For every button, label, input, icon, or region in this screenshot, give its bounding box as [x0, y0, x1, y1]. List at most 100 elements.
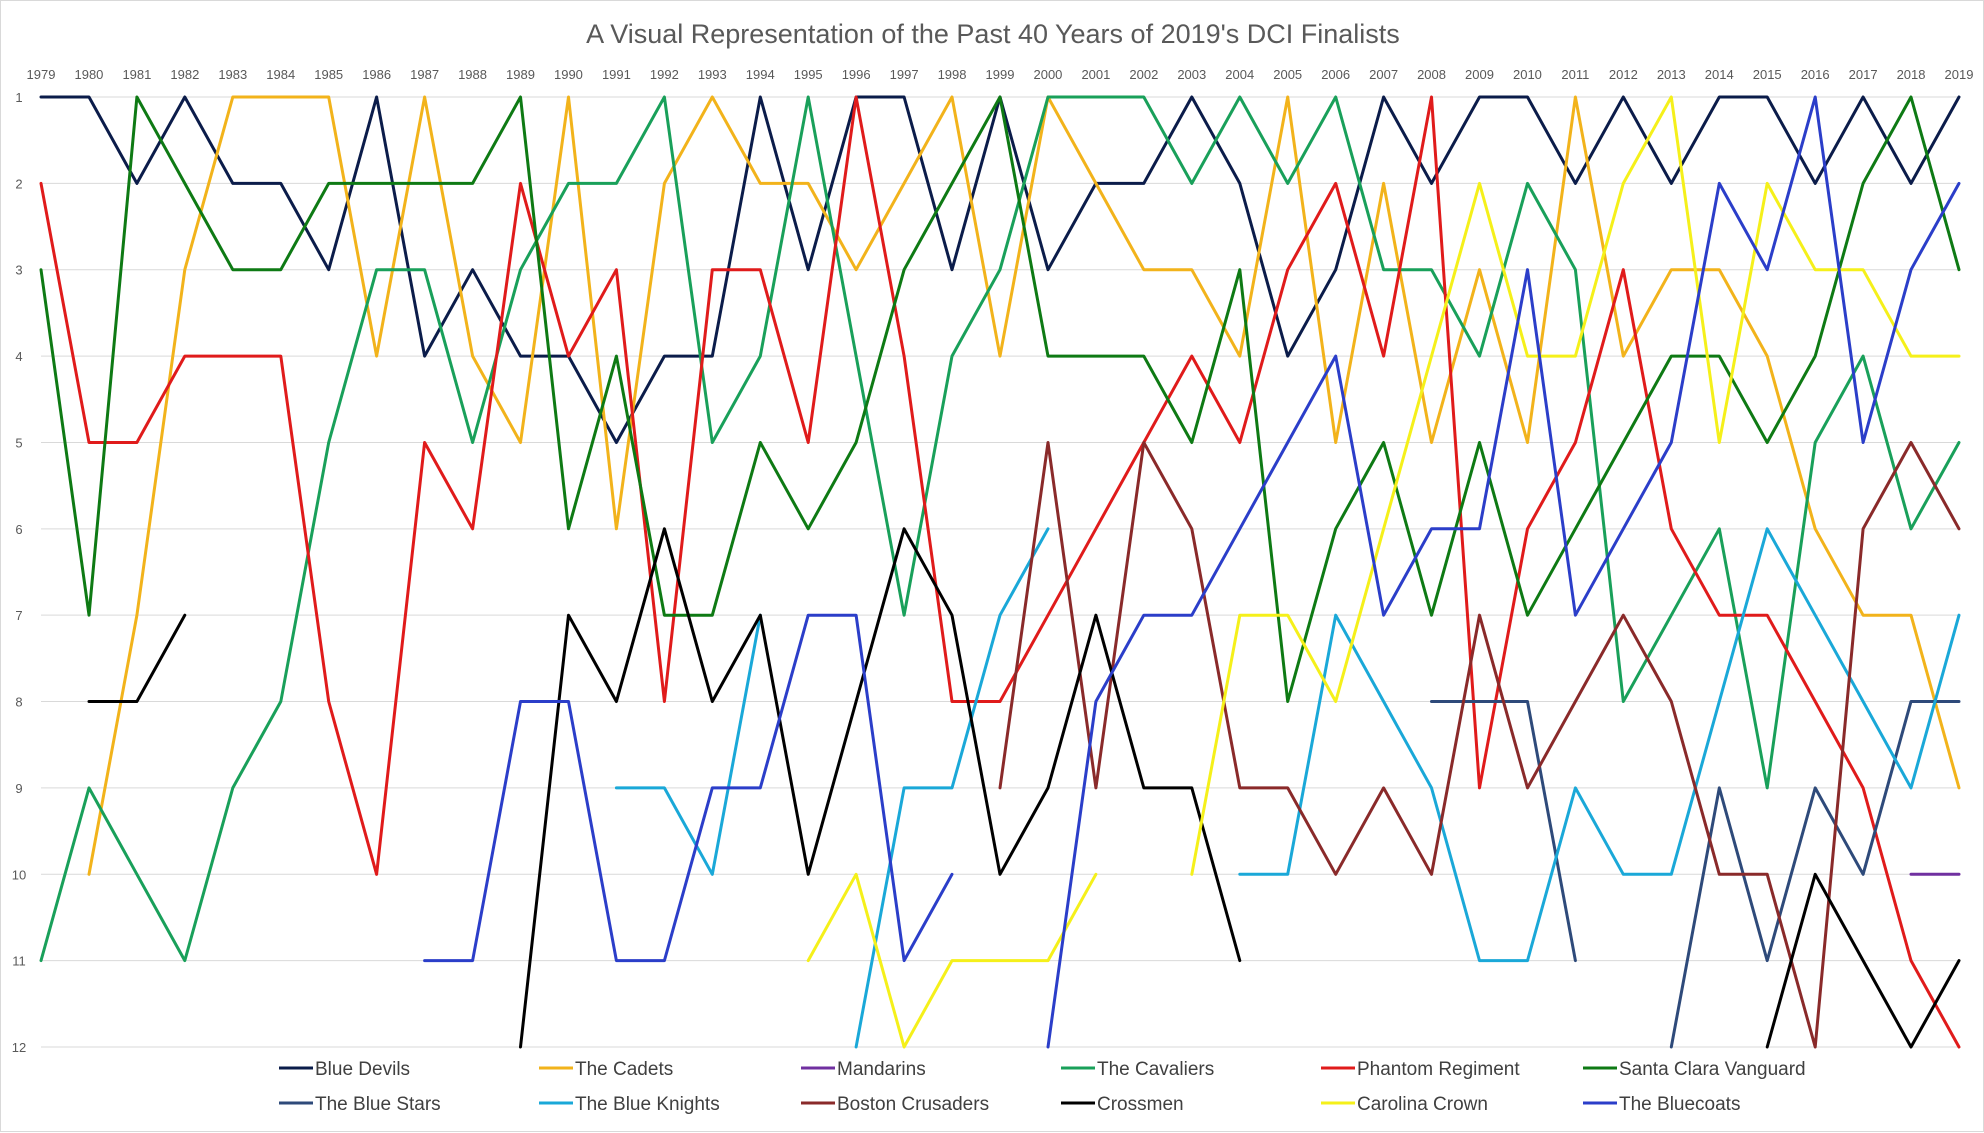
series-line-segment — [1765, 872, 1961, 1049]
x-tick-label: 1983 — [218, 67, 247, 82]
legend-label: The Blue Stars — [315, 1094, 441, 1115]
legend-item: Blue Devils — [279, 1059, 410, 1080]
series-line-segment — [806, 872, 1098, 1049]
x-tick-label: 1996 — [842, 67, 871, 82]
legend-label: The Cavaliers — [1097, 1059, 1214, 1080]
series-the-bluecoats — [423, 95, 1961, 1049]
series-the-cavaliers — [39, 95, 1961, 963]
series-line-segment — [854, 527, 1050, 1049]
x-tick-label: 2017 — [1849, 67, 1878, 82]
x-tick-label: 1984 — [266, 67, 295, 82]
series-line-segment — [1190, 95, 1961, 876]
x-tick-label: 2001 — [1081, 67, 1110, 82]
x-tick-label: 2003 — [1177, 67, 1206, 82]
y-tick-label: 4 — [15, 349, 22, 364]
y-tick-label: 2 — [15, 176, 22, 191]
x-tick-label: 1985 — [314, 67, 343, 82]
series-line-segment — [39, 95, 1961, 703]
x-tick-label: 1979 — [27, 67, 56, 82]
legend-label: Boston Crusaders — [837, 1094, 989, 1115]
y-tick-label: 1 — [15, 90, 22, 105]
x-tick-label: 2016 — [1801, 67, 1830, 82]
legend-label: Crossmen — [1097, 1094, 1184, 1115]
series-phantom-regiment — [39, 95, 1961, 1049]
chart-title: A Visual Representation of the Past 40 Y… — [586, 19, 1400, 49]
y-tick-label: 12 — [12, 1040, 26, 1055]
x-tick-label: 2004 — [1225, 67, 1254, 82]
series-line-segment — [519, 527, 1242, 1049]
x-axis-ticks: 1979 1980 1981 1982 1983 1984 1985 1986 1987 1988… — [27, 67, 1974, 82]
legend-label: Phantom Regiment — [1357, 1059, 1520, 1080]
series-the-cadets — [87, 95, 1961, 876]
series-line-segment — [1669, 700, 1961, 1049]
series-line-segment — [87, 613, 187, 703]
x-tick-label: 2002 — [1129, 67, 1158, 82]
y-tick-label: 5 — [15, 435, 22, 450]
x-tick-label: 1989 — [506, 67, 535, 82]
legend-item: Santa Clara Vanguard — [1583, 1059, 1806, 1080]
x-tick-label: 2015 — [1753, 67, 1782, 82]
legend-label: Carolina Crown — [1357, 1094, 1488, 1115]
x-tick-label: 1993 — [698, 67, 727, 82]
x-tick-label: 1994 — [746, 67, 775, 82]
x-tick-label: 1999 — [986, 67, 1015, 82]
x-tick-label: 1997 — [890, 67, 919, 82]
series-the-blue-knights — [614, 527, 1961, 1049]
x-tick-label: 2006 — [1321, 67, 1350, 82]
x-tick-label: 2011 — [1561, 67, 1589, 82]
legend-item: The Cavaliers — [1061, 1059, 1214, 1080]
series-boston-crusaders — [998, 441, 1961, 1049]
x-tick-label: 1991 — [602, 67, 631, 82]
series-crossmen — [87, 527, 1961, 1049]
x-tick-label: 1981 — [122, 67, 151, 82]
legend-item: The Cadets — [539, 1059, 673, 1080]
legend-item: Phantom Regiment — [1321, 1059, 1520, 1080]
x-tick-label: 2008 — [1417, 67, 1446, 82]
x-tick-label: 1986 — [362, 67, 391, 82]
legend-label: Santa Clara Vanguard — [1619, 1059, 1806, 1080]
legend-item: Crossmen — [1061, 1094, 1184, 1115]
x-tick-label: 1988 — [458, 67, 487, 82]
series-line-segment — [1046, 95, 1961, 1049]
x-tick-label: 2019 — [1945, 67, 1974, 82]
y-tick-label: 8 — [15, 695, 22, 710]
x-tick-label: 2007 — [1369, 67, 1398, 82]
x-tick-label: 1998 — [938, 67, 967, 82]
series-carolina-crown — [806, 95, 1961, 1049]
x-tick-label: 1982 — [170, 67, 199, 82]
series-santa-clara-vanguard — [39, 95, 1961, 703]
series-line-segment — [614, 613, 762, 876]
legend-label: Blue Devils — [315, 1059, 410, 1080]
legend-label: The Blue Knights — [575, 1094, 720, 1115]
legend-item: Mandarins — [801, 1059, 926, 1080]
legend-item: Boston Crusaders — [801, 1094, 989, 1115]
series-line-segment — [39, 95, 1961, 1049]
x-tick-label: 2012 — [1609, 67, 1638, 82]
y-tick-label: 3 — [15, 263, 22, 278]
x-tick-label: 1987 — [410, 67, 439, 82]
x-tick-label: 1995 — [794, 67, 823, 82]
y-tick-label: 10 — [12, 867, 26, 882]
gridlines — [41, 96, 1959, 1048]
legend-label: The Bluecoats — [1619, 1094, 1740, 1115]
legend-label: The Cadets — [575, 1059, 673, 1080]
series-lines — [39, 95, 1961, 1049]
y-tick-label: 6 — [15, 522, 22, 537]
x-tick-label: 2013 — [1657, 67, 1686, 82]
series-line-segment — [998, 441, 1961, 1049]
y-tick-label: 11 — [12, 954, 26, 969]
y-tick-label: 7 — [15, 608, 22, 623]
series-line-segment — [39, 95, 1961, 963]
series-line-segment — [423, 613, 954, 963]
y-tick-label: 9 — [15, 781, 22, 796]
x-tick-label: 1992 — [650, 67, 679, 82]
legend-item: The Bluecoats — [1583, 1094, 1740, 1115]
legend-item: The Blue Stars — [279, 1094, 441, 1115]
x-tick-label: 2014 — [1705, 67, 1734, 82]
legend-item: Carolina Crown — [1321, 1094, 1488, 1115]
x-tick-label: 1980 — [74, 67, 103, 82]
x-tick-label: 2005 — [1273, 67, 1302, 82]
